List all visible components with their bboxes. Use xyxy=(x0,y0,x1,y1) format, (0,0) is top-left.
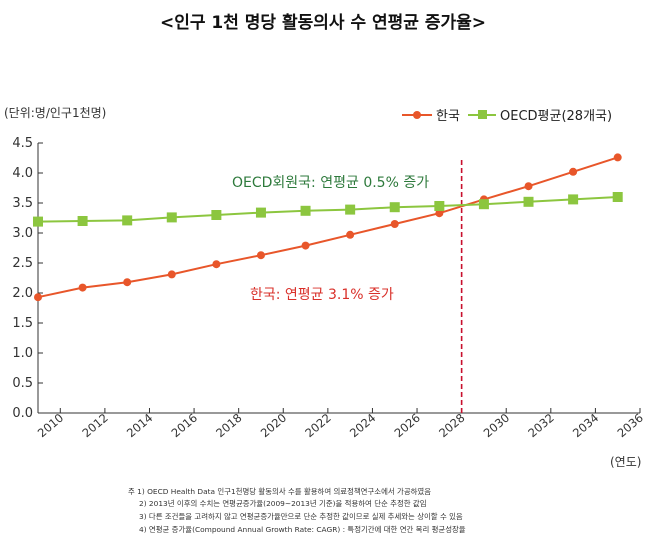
x-tick-label: 2028 xyxy=(436,411,467,441)
data-point-korea xyxy=(256,251,265,260)
data-point-oecd xyxy=(389,202,400,213)
series-line-korea xyxy=(37,156,619,299)
y-tick-label: 4.5 xyxy=(12,136,33,151)
y-tick-label: 4.0 xyxy=(12,166,33,181)
data-point-oecd xyxy=(33,216,43,227)
legend-korea-marker xyxy=(413,111,421,119)
data-point-oecd xyxy=(434,201,445,211)
x-tick-label: 2020 xyxy=(258,411,289,441)
legend-oecd-label: OECD평균(28개국) xyxy=(500,109,612,124)
data-point-korea xyxy=(390,220,399,228)
data-point-korea xyxy=(569,167,578,176)
data-point-korea xyxy=(346,230,355,239)
data-point-korea xyxy=(123,278,132,287)
legend-oecd-marker xyxy=(478,110,487,119)
y-tick-label: 2.0 xyxy=(12,286,33,301)
y-tick-label: 3.0 xyxy=(12,226,33,241)
footnote-3: 3) 다른 조건들을 고려하지 않고 연평균증가율만으로 단순 추정한 값이므로… xyxy=(139,512,463,521)
data-point-oecd xyxy=(612,192,623,202)
chart-title: <인구 1천 명당 활동의사 수 연평균 증가율> xyxy=(160,12,486,33)
y-tick-label: 3.5 xyxy=(12,196,33,211)
x-tick-label: 2024 xyxy=(347,411,378,441)
data-point-korea xyxy=(435,209,444,218)
data-point-korea xyxy=(167,270,176,279)
legend-korea-label: 한국 xyxy=(436,109,460,124)
y-tick-label: 1.5 xyxy=(12,316,33,331)
x-tick-label: 2036 xyxy=(614,411,645,441)
data-point-oecd xyxy=(122,215,133,226)
legend: 한국 OECD평균(28개국) xyxy=(402,109,612,124)
y-tick-label: 2.5 xyxy=(12,256,33,271)
x-tick-label: 2032 xyxy=(525,411,556,441)
annotation-oecd: OECD회원국: 연평균 0.5% 증가 xyxy=(232,175,429,191)
data-point-oecd xyxy=(255,207,266,218)
data-point-oecd xyxy=(345,204,356,215)
data-point-oecd xyxy=(166,212,177,223)
footnote-2: 2) 2013년 이후의 수치는 연평균증가율(2009~2013년 기준)을 … xyxy=(139,499,427,508)
series-line-oecd xyxy=(37,196,618,223)
x-tick-label: 2018 xyxy=(213,411,244,441)
data-point-oecd xyxy=(300,205,311,216)
x-tick-label: 2034 xyxy=(570,411,601,441)
data-point-korea xyxy=(78,283,87,292)
footnote-4: 4) 연평균 증가율(Compound Annual Growth Rate: … xyxy=(139,525,466,534)
x-tick-label: 2016 xyxy=(169,411,200,441)
data-point-korea xyxy=(524,182,533,191)
footnotes: 주 1) OECD Health Data 인구1천명당 활동의사 수를 활용하… xyxy=(128,487,466,534)
x-tick-label: 2010 xyxy=(35,411,66,441)
unit-label: (단위:명/인구1천명) xyxy=(4,105,106,120)
data-point-oecd xyxy=(478,199,489,210)
data-point-oecd xyxy=(523,196,534,207)
y-tick-label: 0.0 xyxy=(12,406,33,421)
data-point-korea xyxy=(613,153,622,162)
data-point-oecd xyxy=(211,210,222,220)
x-axis-label: (연도) xyxy=(610,455,641,469)
data-point-korea xyxy=(34,293,42,302)
data-point-korea xyxy=(212,260,221,269)
footnote-1: 주 1) OECD Health Data 인구1천명당 활동의사 수를 활용하… xyxy=(128,487,431,496)
x-tick-label: 2030 xyxy=(481,411,512,441)
data-point-oecd xyxy=(77,216,88,226)
annotation-korea: 한국: 연평균 3.1% 증가 xyxy=(250,287,394,303)
plot-area xyxy=(33,153,623,413)
x-tick-label: 2026 xyxy=(392,411,423,441)
y-tick-label: 1.0 xyxy=(12,346,33,361)
data-point-korea xyxy=(301,241,310,250)
x-tick-label: 2014 xyxy=(124,411,155,441)
x-tick-label: 2022 xyxy=(302,411,333,441)
data-point-oecd xyxy=(568,194,579,205)
x-tick-label: 2012 xyxy=(79,411,110,441)
y-tick-label: 0.5 xyxy=(12,376,33,391)
